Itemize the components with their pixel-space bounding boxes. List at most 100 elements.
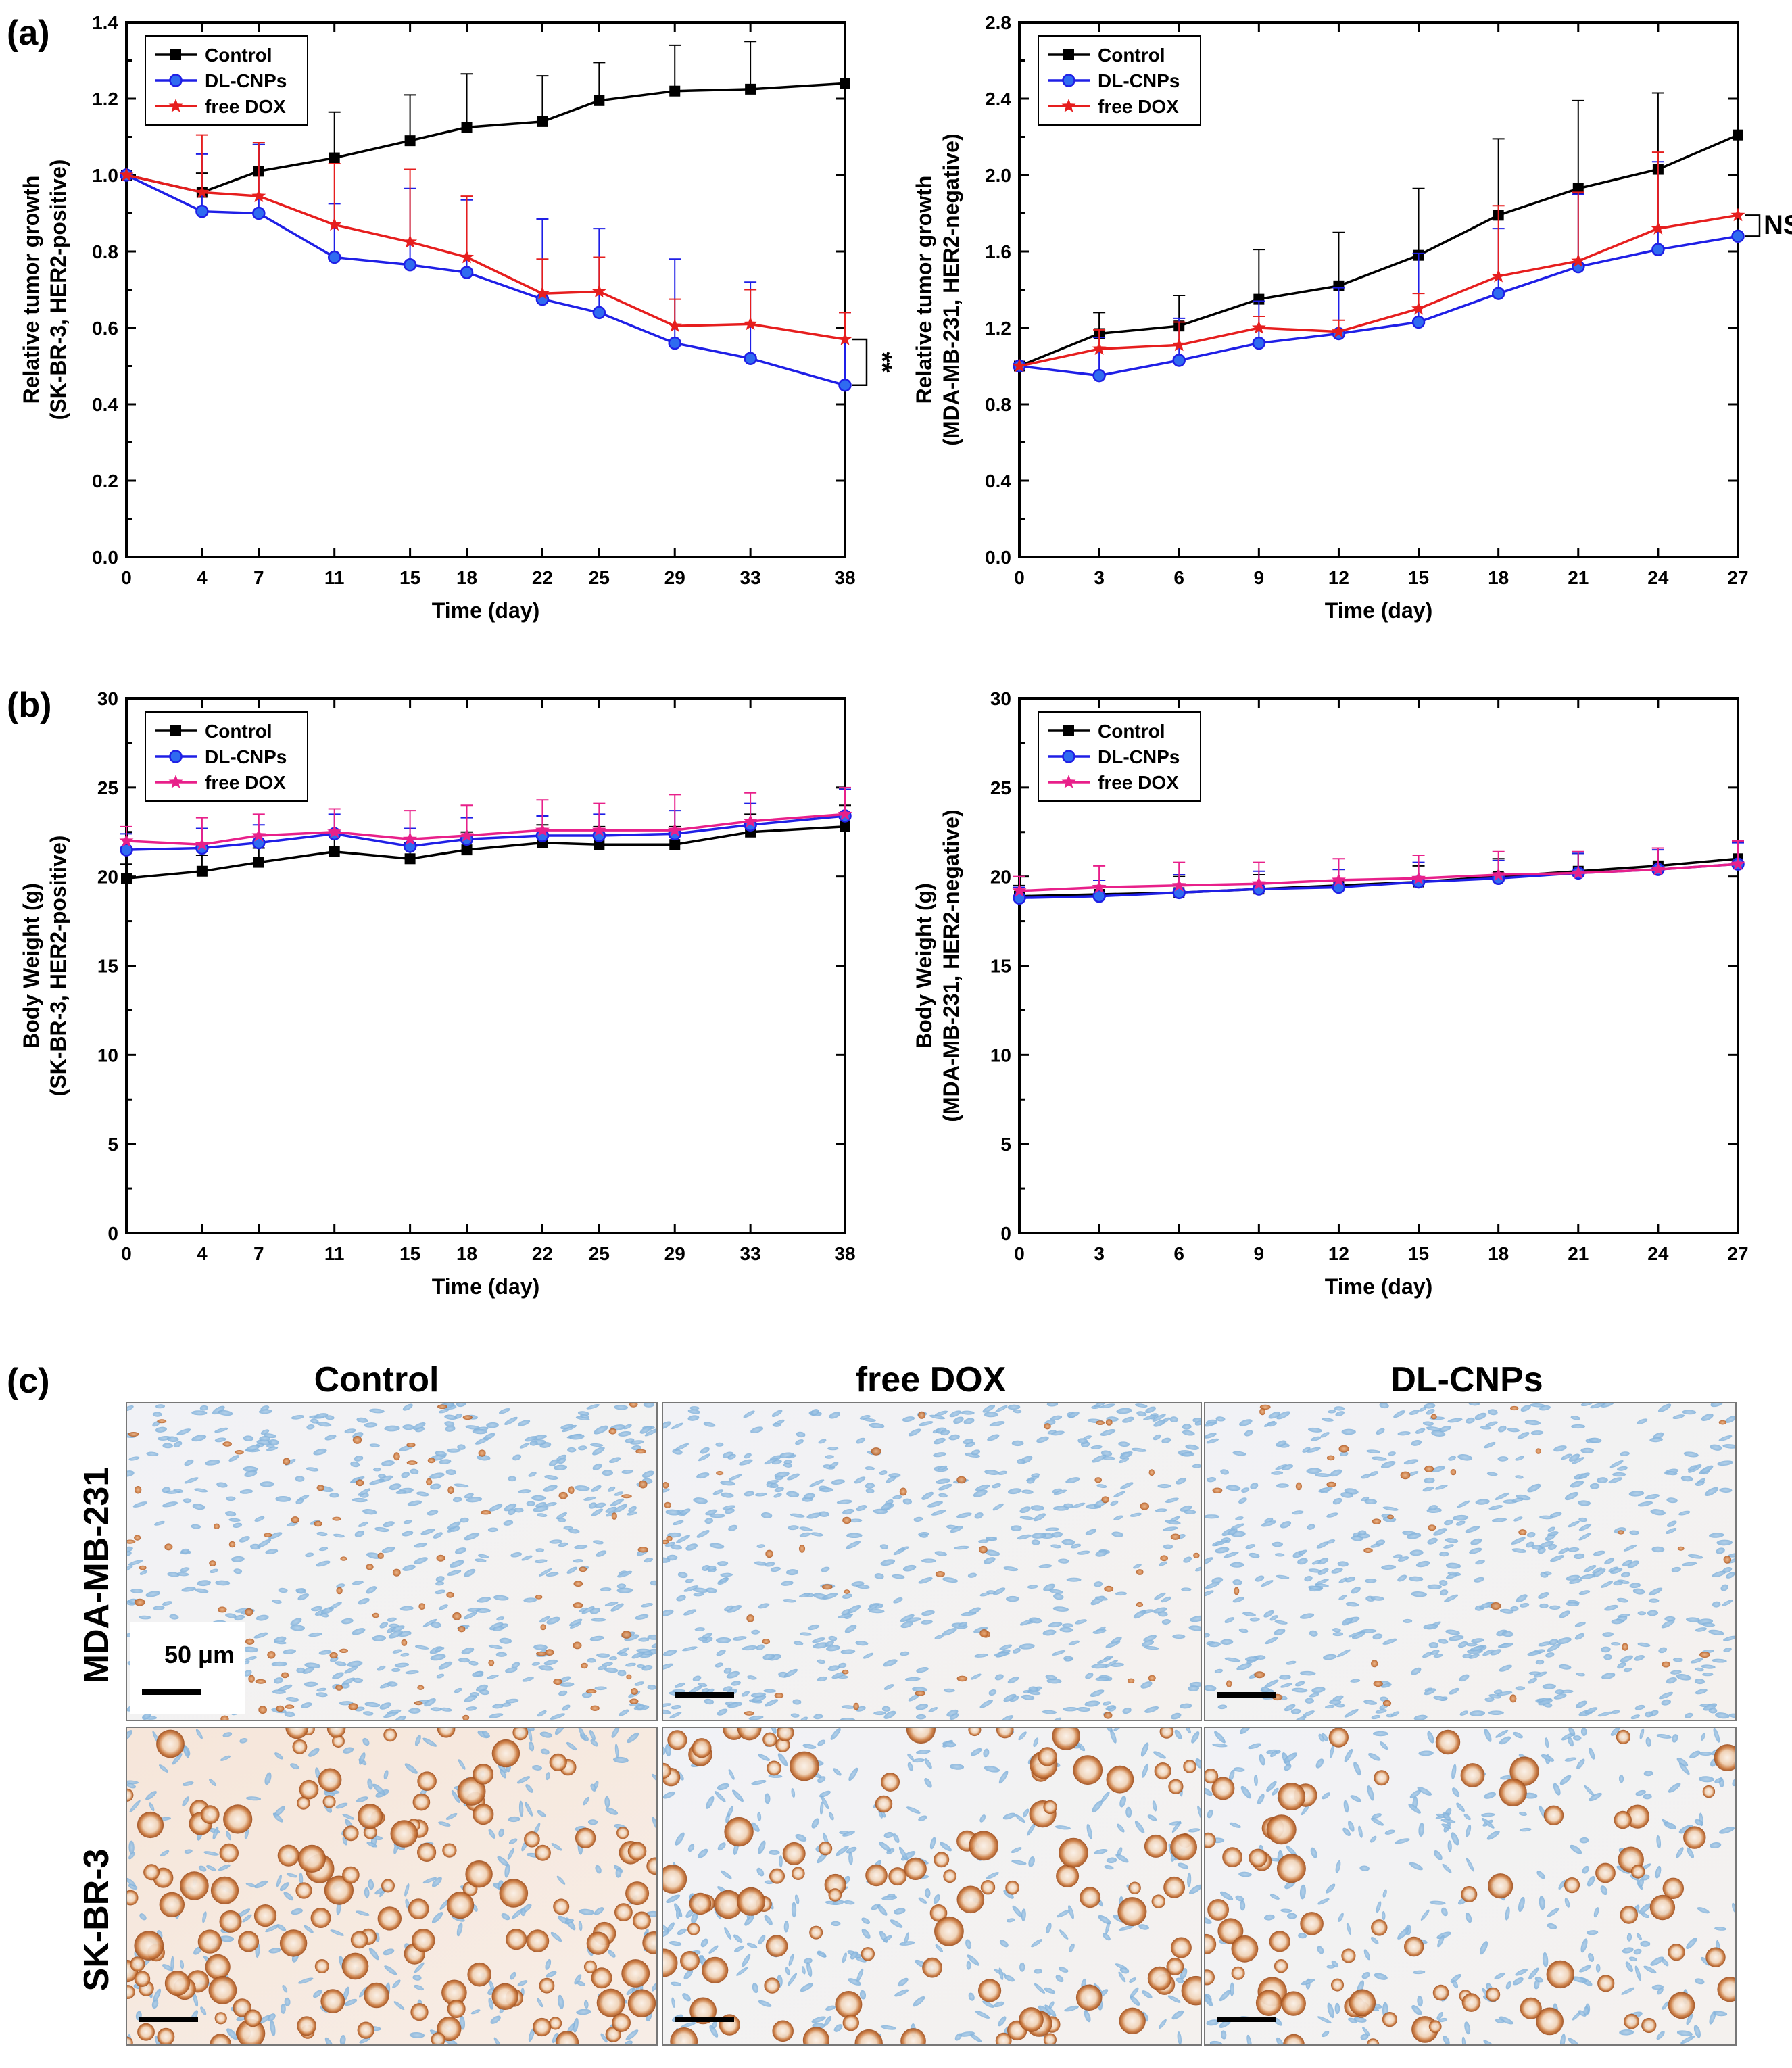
hematoxylin-nucleus — [1192, 1464, 1201, 1468]
hematoxylin-nucleus — [568, 1618, 583, 1627]
hematoxylin-nucleus — [1264, 1914, 1275, 1921]
dab-stained-cell — [205, 1954, 231, 1979]
hematoxylin-nucleus — [1528, 1967, 1539, 1980]
hematoxylin-nucleus — [1564, 1898, 1570, 1908]
hematoxylin-nucleus — [387, 1617, 397, 1622]
dab-stained-nucleus — [579, 1566, 587, 1572]
hematoxylin-nucleus — [225, 1511, 237, 1517]
hematoxylin-nucleus — [886, 1476, 897, 1483]
hematoxylin-nucleus — [807, 1624, 820, 1631]
hematoxylin-nucleus — [1418, 1823, 1424, 1837]
hematoxylin-nucleus — [1438, 1639, 1449, 1644]
legend-marker — [1062, 750, 1075, 763]
hematoxylin-nucleus — [395, 1715, 406, 1721]
hematoxylin-nucleus — [701, 1688, 710, 1693]
hematoxylin-nucleus — [139, 1615, 151, 1620]
data-point — [404, 853, 416, 865]
hematoxylin-nucleus — [1564, 1491, 1579, 1501]
dab-stained-cell — [762, 1732, 777, 1747]
hematoxylin-nucleus — [890, 1919, 903, 1928]
hematoxylin-nucleus — [1130, 1987, 1139, 1998]
hematoxylin-nucleus — [1505, 1906, 1510, 1921]
hematoxylin-nucleus — [764, 1880, 773, 1885]
hematoxylin-nucleus — [408, 1708, 421, 1714]
dab-stained-cell — [126, 1985, 135, 1999]
hematoxylin-nucleus — [1687, 1847, 1695, 1858]
hematoxylin-nucleus — [590, 1739, 598, 1747]
hematoxylin-nucleus — [1516, 1594, 1528, 1603]
hematoxylin-nucleus — [1661, 1620, 1675, 1629]
y-tick-label: 1.4 — [92, 12, 118, 33]
hematoxylin-nucleus — [1484, 1729, 1492, 1742]
hematoxylin-nucleus — [1444, 1519, 1453, 1526]
hematoxylin-nucleus — [811, 2016, 826, 2023]
data-point — [667, 318, 682, 333]
x-tick-label: 15 — [399, 567, 420, 588]
hematoxylin-nucleus — [818, 1439, 827, 1444]
hematoxylin-nucleus — [1232, 1597, 1244, 1603]
hematoxylin-nucleus — [693, 1592, 704, 1597]
y-tick-label: 5 — [1000, 1134, 1011, 1155]
hematoxylin-nucleus — [918, 1815, 927, 1821]
hematoxylin-nucleus — [900, 1621, 913, 1629]
hematoxylin-nucleus — [316, 1560, 331, 1567]
hematoxylin-nucleus — [1390, 1711, 1400, 1717]
hematoxylin-nucleus — [556, 1875, 566, 1885]
dab-stained-cell — [956, 1885, 985, 1914]
hematoxylin-nucleus — [1578, 1524, 1592, 1531]
hematoxylin-nucleus — [1515, 1456, 1524, 1461]
hematoxylin-nucleus — [984, 1549, 1000, 1556]
legend-label: Control — [205, 721, 272, 742]
dab-stained-nucleus — [462, 1714, 470, 1721]
hematoxylin-nucleus — [505, 1698, 519, 1704]
data-point — [1171, 877, 1186, 892]
hematoxylin-nucleus — [1322, 1792, 1330, 1800]
data-point — [252, 206, 266, 220]
hematoxylin-nucleus — [1298, 1933, 1307, 1939]
hematoxylin-nucleus — [916, 1667, 929, 1673]
dab-stained-cell — [358, 1804, 383, 1829]
hematoxylin-nucleus — [1589, 1792, 1602, 1802]
hematoxylin-nucleus — [1701, 1413, 1714, 1422]
tile-border — [1204, 1727, 1737, 2046]
data-point — [537, 116, 548, 127]
hematoxylin-nucleus — [1371, 1456, 1387, 1461]
hematoxylin-nucleus — [764, 1793, 771, 1804]
dab-stained-cell — [724, 1817, 754, 1847]
hematoxylin-nucleus — [1727, 1558, 1736, 1564]
hematoxylin-nucleus — [1712, 1601, 1721, 1608]
hematoxylin-nucleus — [242, 1646, 259, 1653]
dab-stained-nucleus — [774, 1693, 784, 1698]
hematoxylin-nucleus — [1036, 1436, 1049, 1443]
hematoxylin-nucleus — [1549, 1512, 1562, 1518]
x-tick-label: 29 — [664, 1243, 685, 1264]
hematoxylin-nucleus — [1370, 1835, 1377, 1843]
hematoxylin-nucleus — [579, 1908, 595, 1915]
dab-stained-nucleus — [638, 1480, 648, 1489]
hematoxylin-nucleus — [594, 1425, 608, 1435]
hematoxylin-nucleus — [1530, 1403, 1546, 1408]
hematoxylin-nucleus — [676, 1535, 690, 1543]
hematoxylin-nucleus — [1452, 1514, 1469, 1521]
hematoxylin-nucleus — [940, 1842, 952, 1852]
hematoxylin-nucleus — [1578, 1517, 1588, 1522]
hematoxylin-nucleus — [1205, 1633, 1211, 1638]
hematoxylin-nucleus — [1474, 1577, 1484, 1583]
dab-stained-cell — [687, 1923, 700, 1935]
hematoxylin-nucleus — [1686, 1617, 1700, 1622]
hematoxylin-nucleus — [844, 1900, 855, 1905]
hematoxylin-nucleus — [1348, 2017, 1357, 2024]
hematoxylin-nucleus — [893, 1597, 903, 1604]
dab-stained-cell — [881, 1773, 900, 1792]
x-tick-label: 18 — [456, 1243, 477, 1264]
hematoxylin-nucleus — [430, 1483, 441, 1490]
dab-stained-cell — [765, 1935, 788, 1957]
dab-stained-cell — [357, 2021, 374, 2039]
hematoxylin-nucleus — [162, 1501, 178, 1508]
hematoxylin-nucleus — [1049, 1589, 1063, 1594]
y-tick-label: 10 — [990, 1044, 1011, 1065]
hematoxylin-nucleus — [180, 1567, 190, 1572]
hematoxylin-nucleus — [589, 1729, 596, 1741]
data-point — [1092, 880, 1107, 894]
